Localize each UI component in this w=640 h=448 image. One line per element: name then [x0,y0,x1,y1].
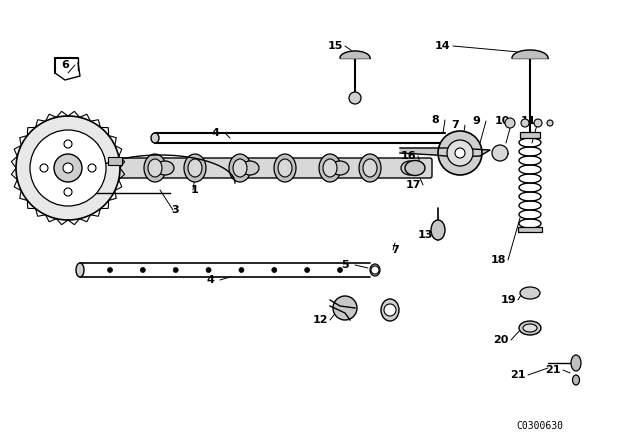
Circle shape [455,148,465,158]
Text: 12: 12 [312,315,328,325]
Ellipse shape [76,263,84,277]
Circle shape [40,164,48,172]
Circle shape [206,267,211,272]
Circle shape [371,266,379,274]
Circle shape [88,164,96,172]
Circle shape [521,119,529,127]
Circle shape [305,267,310,272]
Text: 11: 11 [520,116,536,126]
Text: 9: 9 [472,116,480,126]
Circle shape [173,267,178,272]
Ellipse shape [188,159,202,177]
Circle shape [64,188,72,196]
Ellipse shape [144,154,166,182]
Ellipse shape [331,161,349,175]
Polygon shape [340,51,370,58]
Text: 21: 21 [545,365,561,375]
Text: 19: 19 [500,295,516,305]
Polygon shape [400,148,490,157]
Text: 8: 8 [431,115,439,125]
Ellipse shape [359,154,381,182]
Circle shape [349,92,361,104]
Text: 7: 7 [451,120,459,130]
Ellipse shape [323,159,337,177]
Circle shape [108,267,113,272]
Ellipse shape [184,154,206,182]
Circle shape [63,163,73,173]
FancyBboxPatch shape [118,158,432,178]
Ellipse shape [571,355,581,371]
Polygon shape [512,50,548,58]
Ellipse shape [401,161,419,175]
Ellipse shape [148,159,162,177]
Bar [108,157,122,165]
Ellipse shape [405,160,425,176]
Ellipse shape [363,159,377,177]
Circle shape [54,154,82,182]
Text: 15: 15 [327,41,342,51]
Circle shape [16,116,120,220]
Text: 14: 14 [435,41,451,51]
Ellipse shape [319,154,341,182]
Circle shape [505,118,515,128]
Circle shape [140,267,145,272]
Text: 7: 7 [391,245,399,255]
Circle shape [384,304,396,316]
Circle shape [438,131,482,175]
Text: 17: 17 [405,180,420,190]
Circle shape [447,140,473,166]
Ellipse shape [151,133,159,143]
Circle shape [333,296,357,320]
Ellipse shape [523,324,537,332]
Text: 10: 10 [494,116,509,126]
Ellipse shape [233,159,247,177]
Circle shape [30,130,106,206]
Text: 18: 18 [490,255,506,265]
Bar [520,132,540,138]
Ellipse shape [156,161,174,175]
Circle shape [272,267,276,272]
Circle shape [337,267,342,272]
Text: 3: 3 [171,205,179,215]
Text: 5: 5 [341,260,349,270]
Ellipse shape [241,161,259,175]
Text: C0300630: C0300630 [516,421,563,431]
Ellipse shape [274,154,296,182]
Circle shape [492,145,508,161]
Ellipse shape [573,375,579,385]
Ellipse shape [381,299,399,321]
Circle shape [547,120,553,126]
Text: 2: 2 [91,143,99,153]
Ellipse shape [278,159,292,177]
Ellipse shape [431,220,445,240]
Text: 1: 1 [191,185,199,195]
Bar [518,227,542,232]
Text: 20: 20 [493,335,509,345]
Ellipse shape [370,264,380,276]
Ellipse shape [519,321,541,335]
Circle shape [534,119,542,127]
Text: 4: 4 [211,128,219,138]
Text: 13: 13 [417,230,433,240]
Text: 21: 21 [510,370,525,380]
Circle shape [239,267,244,272]
Text: 16: 16 [400,151,416,161]
Ellipse shape [520,287,540,299]
Circle shape [64,140,72,148]
Ellipse shape [229,154,251,182]
Text: 4: 4 [206,275,214,285]
Text: 6: 6 [61,60,69,70]
